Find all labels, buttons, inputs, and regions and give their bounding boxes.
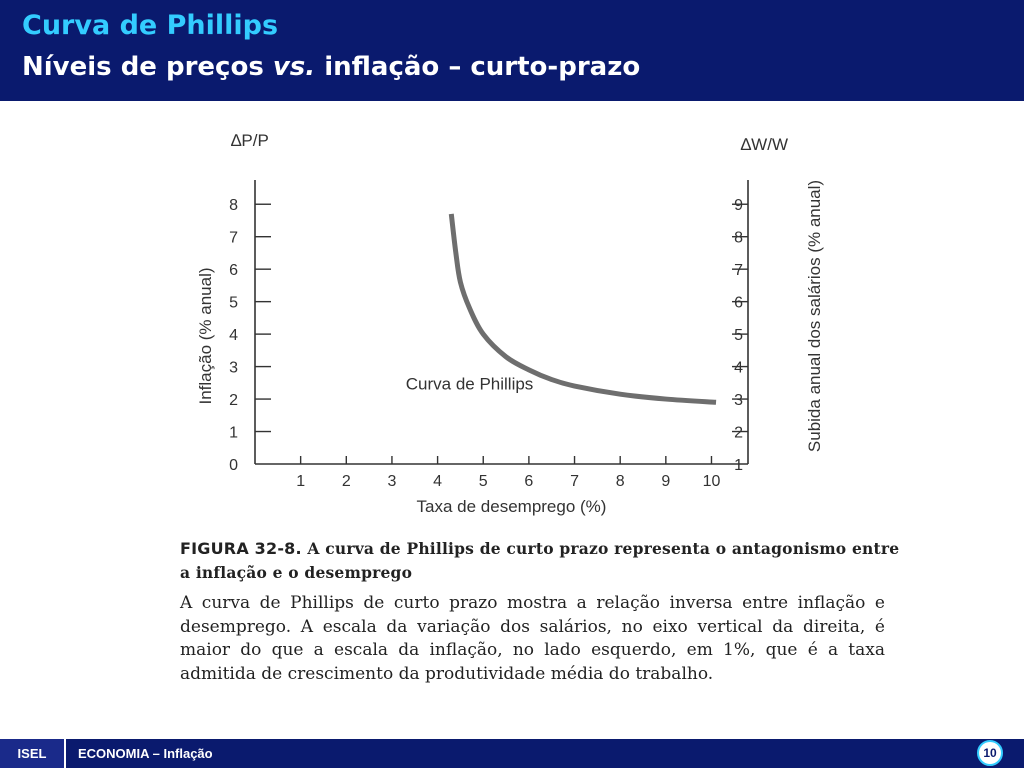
subtitle-prefix: Níveis de preços <box>22 52 273 82</box>
phillips-chart: 0 1 2 3 4 5 6 7 8 1 2 3 4 5 6 7 8 9 1 2 3 4 5 6 7 8 9 10 ∆P/P ∆W/W In… <box>196 131 824 516</box>
isel-logo: ISEL <box>0 739 66 768</box>
left-tick-label: 2 <box>229 392 238 409</box>
x-tick-label: 4 <box>433 473 442 490</box>
left-tick-label: 1 <box>229 425 238 442</box>
left-axis-label: Inflação (% anual) <box>196 267 215 404</box>
figure-number: FIGURA 32-8. <box>180 539 302 558</box>
subtitle-suffix: inflação – curto-prazo <box>315 52 641 82</box>
left-tick-label: 0 <box>229 457 238 474</box>
chart-labels: ∆P/P ∆W/W Inflação (% anual) Subida anual d… <box>196 131 824 516</box>
right-tick-label: 8 <box>734 230 743 247</box>
x-tick-label: 3 <box>387 473 396 490</box>
phillips-figure: 0 1 2 3 4 5 6 7 8 1 2 3 4 5 6 7 8 9 1 2 3 4 5 6 7 8 9 10 ∆P/P ∆W/W In… <box>175 122 895 722</box>
right-tick-label: 1 <box>734 457 743 474</box>
left-axis-symbol: ∆P/P <box>231 131 269 150</box>
x-tick-label: 1 <box>296 473 305 490</box>
x-tick-label: 10 <box>703 473 721 490</box>
right-tick-label: 7 <box>734 262 743 279</box>
x-tick-label: 9 <box>661 473 670 490</box>
page-number: 10 <box>977 740 1003 766</box>
slide-title: Curva de Phillips <box>22 10 279 41</box>
right-tick-label: 2 <box>734 425 743 442</box>
phillips-curve-line <box>448 213 717 405</box>
chart-axes <box>254 180 749 465</box>
figure-caption-title: FIGURA 32-8. A curva de Phillips de curt… <box>180 537 900 585</box>
left-tick-label: 7 <box>229 230 238 247</box>
slide-subtitle: Níveis de preços vs. inflação – curto-pr… <box>22 52 640 82</box>
right-axis-symbol: ∆W/W <box>741 135 788 154</box>
right-tick-label: 5 <box>734 327 743 344</box>
left-tick-label: 5 <box>229 295 238 312</box>
right-tick-label: 6 <box>734 295 743 312</box>
figure-caption-body: A curva de Phillips de curto prazo mostr… <box>180 593 885 684</box>
right-tick-label: 3 <box>734 392 743 409</box>
right-tick-label: 4 <box>734 360 743 377</box>
footer-course-title: ECONOMIA – Inflação <box>78 746 213 761</box>
chart-ticks: 0 1 2 3 4 5 6 7 8 1 2 3 4 5 6 7 8 9 1 2 3 4 5 6 7 8 9 10 <box>229 197 748 490</box>
left-tick-label: 3 <box>229 360 238 377</box>
x-tick-label: 5 <box>479 473 488 490</box>
x-axis-label: Taxa de desemprego (%) <box>417 497 607 516</box>
x-tick-label: 6 <box>524 473 533 490</box>
left-tick-label: 6 <box>229 262 238 279</box>
slide-footer: ISEL ECONOMIA – Inflação 10 <box>0 739 1024 768</box>
x-tick-label: 2 <box>342 473 351 490</box>
right-axis-label: Subida anual dos salários (% anual) <box>805 180 824 452</box>
left-tick-label: 8 <box>229 197 238 214</box>
x-tick-label: 7 <box>570 473 579 490</box>
right-tick-label: 9 <box>734 197 743 214</box>
figure-title: A curva de Phillips de curto prazo repre… <box>180 539 900 582</box>
subtitle-emphasis: vs. <box>272 52 316 82</box>
chart-curve <box>448 213 717 405</box>
x-tick-label: 8 <box>616 473 625 490</box>
curve-label: Curva de Phillips <box>406 374 534 393</box>
left-tick-label: 4 <box>229 327 238 344</box>
slide-header: Curva de Phillips Níveis de preços vs. i… <box>0 0 1024 101</box>
